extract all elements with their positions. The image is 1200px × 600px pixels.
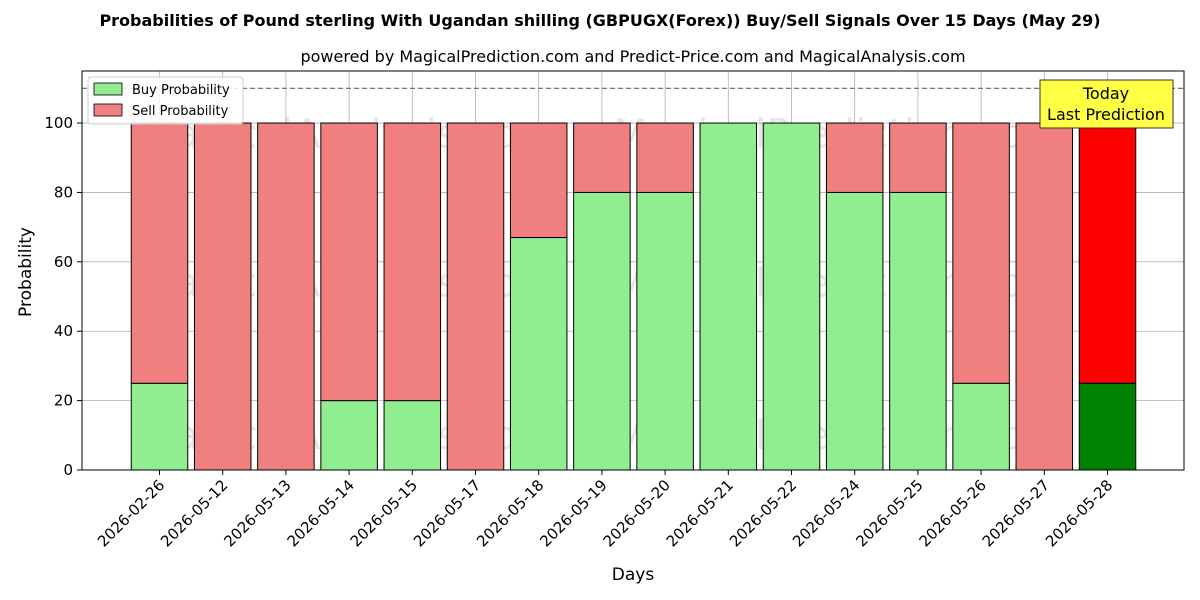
annotation-line2: Last Prediction — [1047, 105, 1165, 124]
legend-box — [87, 76, 244, 125]
sell-bar — [825, 122, 884, 193]
x-tick-label: 2026-05-22 — [726, 476, 800, 550]
buy-bar — [383, 400, 442, 471]
x-tick-label: 2026-05-13 — [220, 476, 294, 550]
x-axis-label: Days — [612, 565, 655, 585]
sell-bar — [320, 122, 378, 402]
legend-swatch-buy — [93, 82, 123, 96]
x-tick-label: 2026-05-25 — [852, 476, 926, 550]
legend-label-buy: Buy Probability — [132, 83, 230, 98]
sell-bar — [1078, 122, 1137, 384]
sell-bar — [257, 122, 315, 471]
sell-bar — [889, 122, 947, 193]
sell-bar — [130, 122, 189, 384]
y-tick-label: 40 — [54, 322, 73, 340]
y-tick-label: 60 — [54, 253, 73, 271]
x-tick-label: 2026-05-12 — [157, 476, 231, 550]
x-tick-label: 2026-05-17 — [410, 476, 484, 550]
plot-area: MagicalAnalysis.comMagicalPrediction.com… — [44, 70, 1185, 550]
x-tick-label: 2026-05-24 — [789, 476, 863, 550]
x-tick-label: 2026-05-26 — [916, 476, 990, 550]
x-tick-label: 2026-05-28 — [1042, 476, 1116, 550]
legend-label-sell: Sell Probability — [132, 104, 229, 119]
sell-bar — [1015, 122, 1074, 471]
sell-bar — [573, 122, 631, 193]
buy-bar — [573, 191, 631, 471]
x-tick-label: 2026-05-14 — [284, 476, 358, 550]
plot-frame — [81, 70, 1185, 471]
y-tick-label: 20 — [54, 392, 73, 410]
x-tick-label: 2026-05-21 — [663, 476, 737, 550]
annotation-box — [1039, 79, 1174, 129]
y-tick-label: 100 — [44, 114, 73, 132]
buy-bar — [509, 237, 568, 471]
x-tick-label: 2026-05-27 — [979, 476, 1053, 550]
x-tick-label: 2026-05-19 — [536, 476, 610, 550]
sell-bar — [952, 122, 1010, 384]
y-tick-label: 80 — [54, 183, 73, 201]
sell-bar — [636, 122, 694, 193]
buy-bar — [1078, 382, 1137, 471]
x-tick-label: 2026-05-18 — [473, 476, 547, 550]
annotation-line1: Today — [1082, 84, 1129, 103]
sell-bar — [446, 122, 505, 471]
buy-bar — [762, 122, 821, 471]
buy-bar — [952, 382, 1010, 471]
chart-subtitle: powered by MagicalPrediction.com and Pre… — [300, 47, 965, 66]
y-tick-label: 0 — [63, 461, 73, 479]
y-axis-label: Probability — [16, 227, 36, 317]
legend: Buy Probability Sell Probability — [87, 76, 244, 125]
sell-bar — [193, 122, 252, 471]
sell-bar — [383, 122, 442, 402]
buy-bar — [889, 191, 947, 471]
buy-bar — [699, 122, 758, 471]
x-tick-label: 2026-05-20 — [600, 476, 674, 550]
legend-swatch-sell — [93, 103, 123, 117]
buy-bar — [320, 400, 378, 471]
chart-title: Probabilities of Pound sterling With Uga… — [99, 11, 1100, 30]
sell-bar — [509, 122, 568, 239]
buy-bar — [130, 382, 189, 471]
x-tick-label: 2026-02-26 — [94, 476, 168, 550]
today-annotation: Today Last Prediction — [1039, 79, 1174, 129]
x-tick-label: 2026-05-15 — [347, 476, 421, 550]
buy-bar — [825, 191, 884, 471]
buy-bar — [636, 191, 694, 471]
